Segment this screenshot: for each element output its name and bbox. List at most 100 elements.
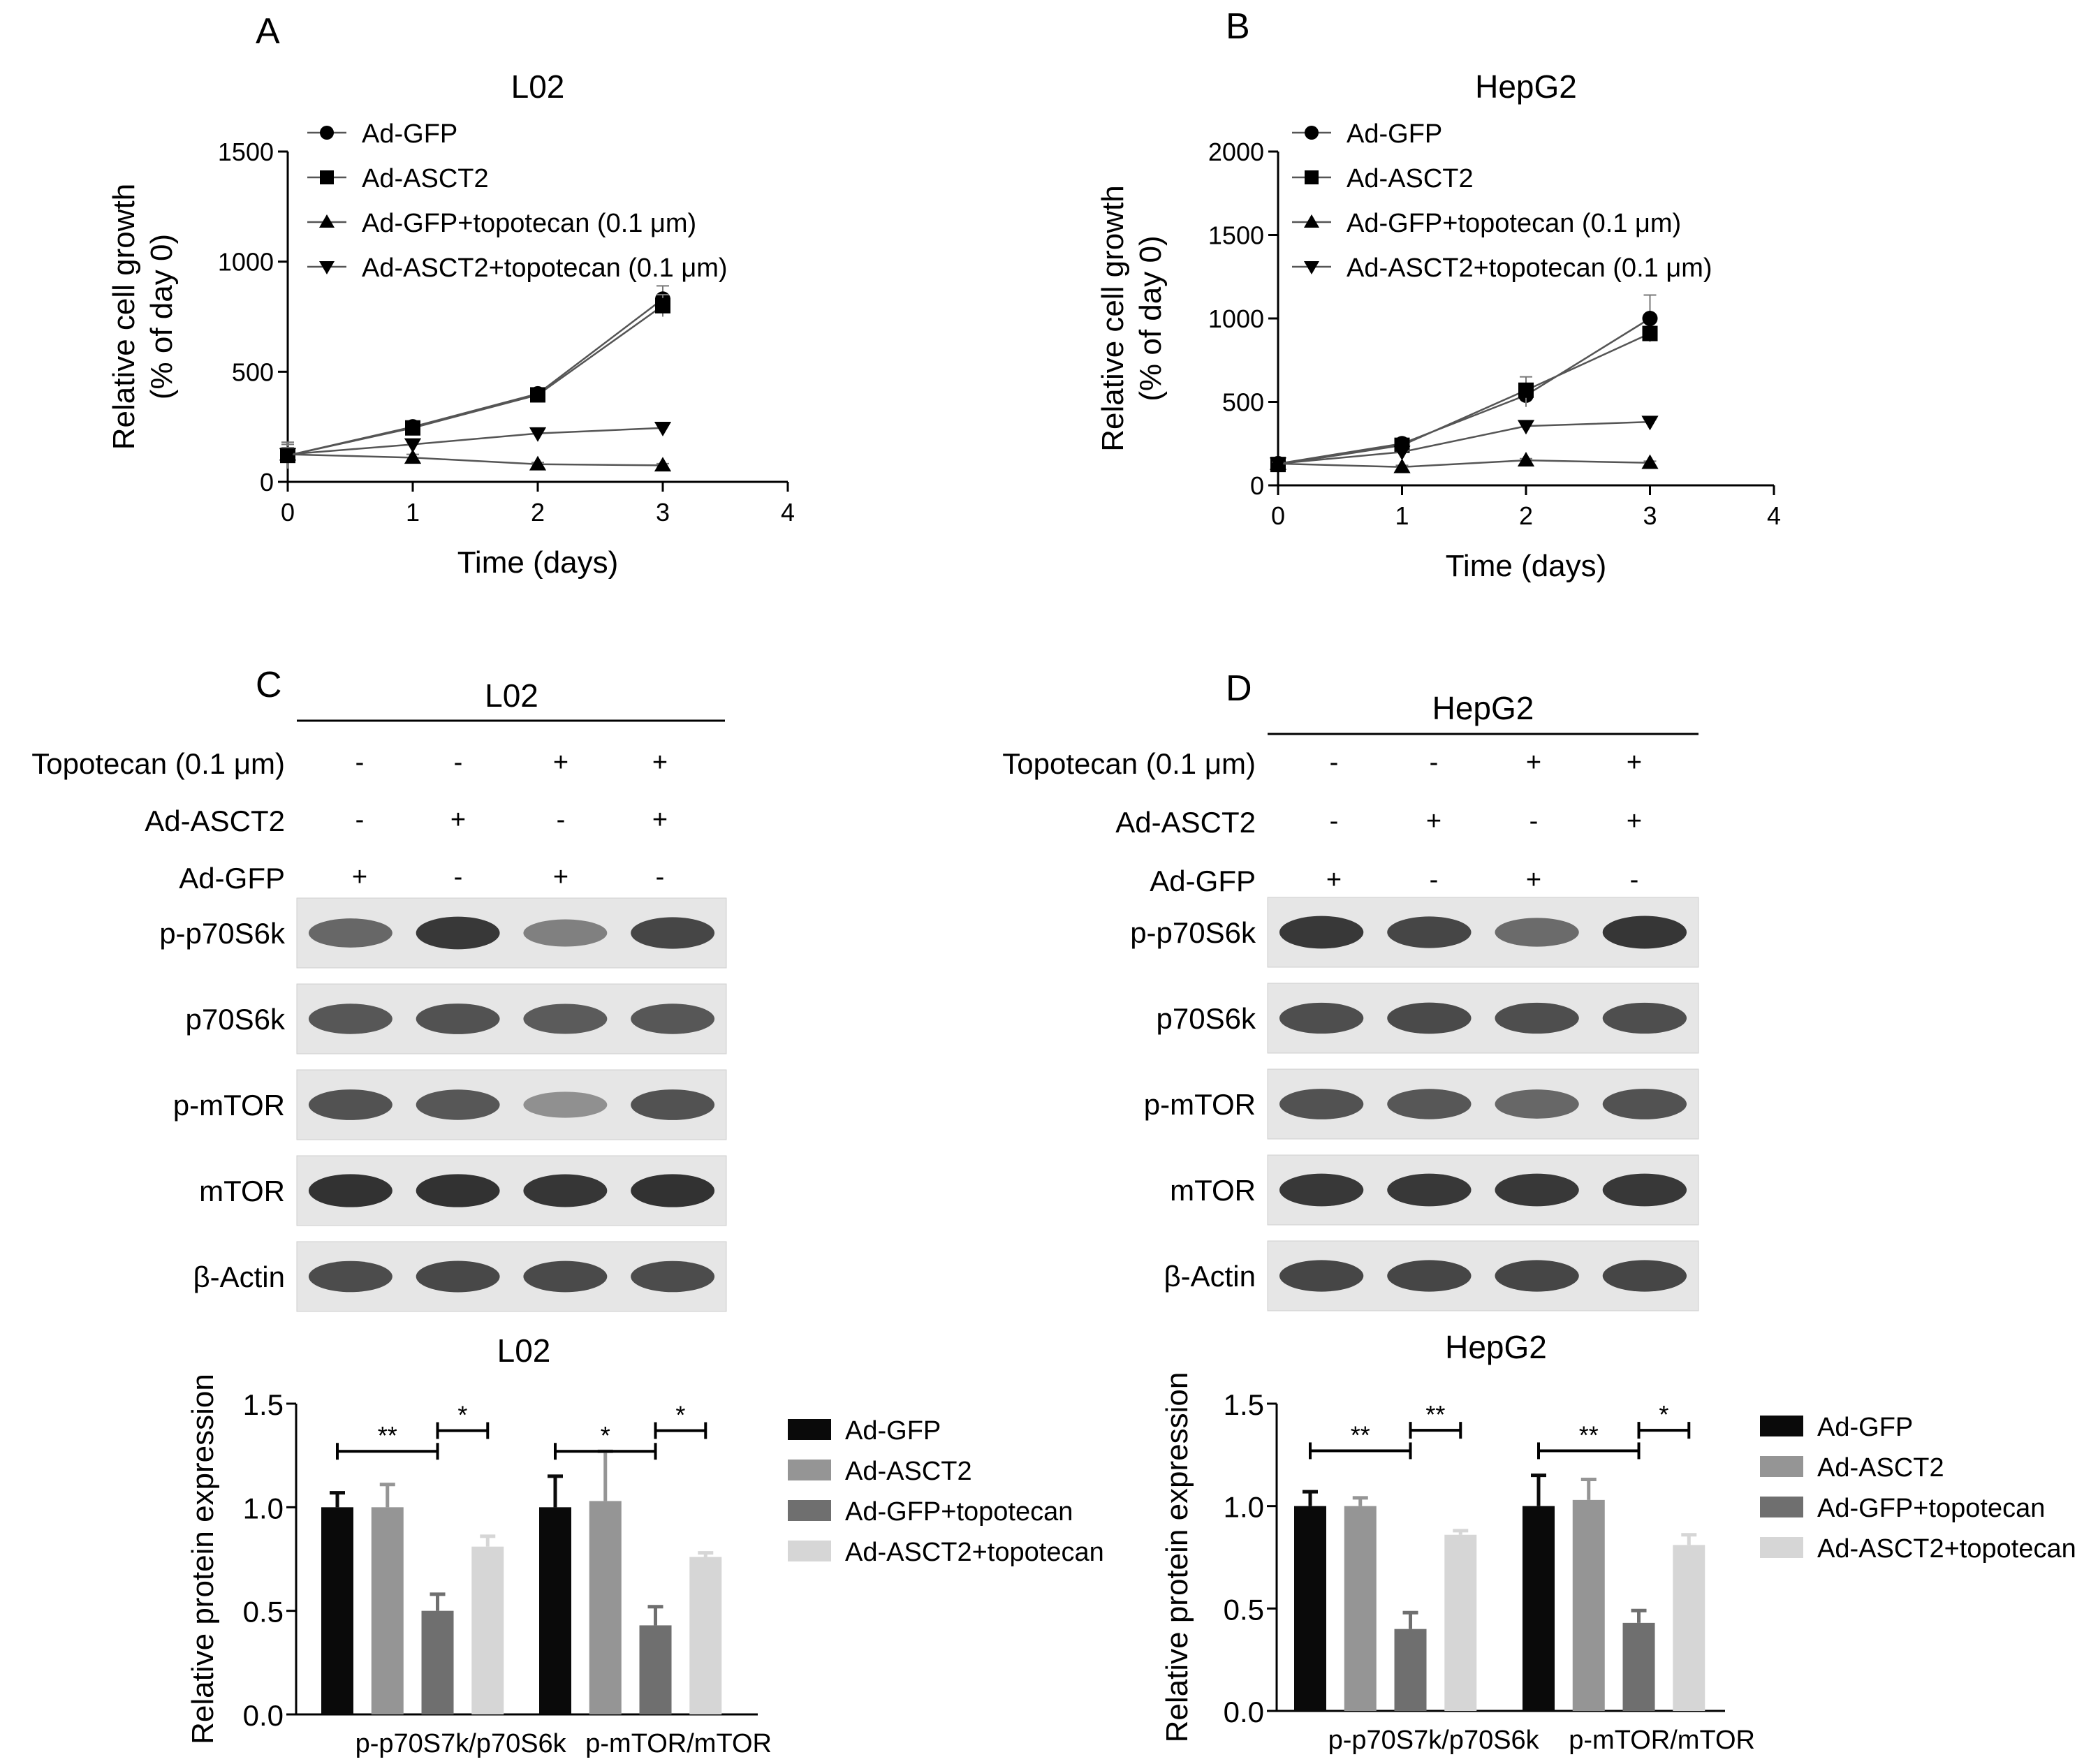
y-axis-label: Relative protein expression (186, 1374, 220, 1744)
protein-band (523, 1260, 608, 1293)
legend-marker (1305, 170, 1319, 184)
protein-label: mTOR (199, 1175, 285, 1207)
y-tick-label: 0.5 (1224, 1593, 1264, 1626)
protein-label: p70S6k (1157, 1002, 1256, 1035)
protein-band (631, 1004, 715, 1034)
data-point (1518, 382, 1534, 398)
bar (1394, 1629, 1427, 1711)
legend-swatch (1760, 1456, 1803, 1477)
protein-label: p-mTOR (1144, 1088, 1256, 1121)
series-line (287, 427, 663, 455)
y-tick-label: 1000 (1208, 304, 1264, 333)
protein-band (631, 917, 715, 949)
y-axis-label-line: (% of day 0) (1133, 235, 1168, 401)
legend-marker (1305, 126, 1319, 140)
bar (1344, 1506, 1377, 1711)
y-tick-label: 500 (232, 358, 274, 386)
legend-marker (319, 214, 335, 228)
treatment-sign: + (652, 805, 668, 835)
data-point (1517, 420, 1535, 435)
legend-marker (1304, 214, 1319, 228)
protein-band (416, 1089, 500, 1120)
treatment-sign: - (1630, 865, 1639, 895)
treatment-sign: - (1430, 865, 1439, 895)
line-chart-a: L02 0 500 1000 1500 0 1 2 3 4 Time (days) Relative … (107, 68, 795, 580)
protein-band (308, 1174, 392, 1207)
x-tick-label: 0 (281, 498, 295, 527)
y-tick-label: 1500 (1208, 221, 1264, 250)
legend-marker (319, 261, 335, 274)
y-tick-label: 1000 (218, 248, 274, 277)
protein-band (416, 1004, 500, 1034)
treatment-label: Topotecan (0.1 μm) (31, 747, 285, 780)
treatment-sign: + (1627, 807, 1642, 836)
protein-band (1279, 1260, 1364, 1292)
treatment-sign: - (1430, 748, 1439, 777)
treatment-label: Ad-ASCT2 (1115, 806, 1256, 839)
protein-label: p-p70S6k (159, 917, 286, 950)
protein-band (1387, 1089, 1472, 1119)
significance-label: * (675, 1401, 685, 1429)
protein-band (1495, 1173, 1579, 1207)
bar (371, 1507, 404, 1714)
treatment-sign: + (1426, 807, 1441, 836)
protein-band (308, 1089, 392, 1120)
data-point (405, 420, 420, 436)
treatment-sign: + (1326, 865, 1342, 895)
legend-label: Ad-ASCT2+topotecan (0.1 μm) (362, 253, 728, 283)
legend-label: Ad-ASCT2 (1347, 164, 1474, 193)
x-tick-label: 4 (781, 498, 795, 527)
protein-band (1279, 916, 1364, 949)
series-line (287, 298, 663, 457)
legend-marker (320, 170, 334, 184)
legend-label: Ad-GFP+topotecan (0.1 μm) (1347, 209, 1681, 238)
legend-label: Ad-ASCT2 (845, 1457, 972, 1486)
protein-band (631, 1260, 715, 1293)
x-tick-label: 3 (656, 498, 670, 527)
treatment-sign: + (352, 862, 367, 892)
series-line (1277, 317, 1651, 465)
data-point (404, 438, 422, 453)
y-tick-label: 2000 (1208, 138, 1264, 166)
protein-band (1387, 1173, 1472, 1207)
significance-label: ** (1579, 1420, 1599, 1449)
legend-label: Ad-ASCT2+topotecan (1817, 1534, 2076, 1564)
bar-chart-d: HepG2 0.0 0.5 1.0 1.5 Relative protein expres… (1160, 1329, 2076, 1755)
category-label: p-mTOR/mTOR (585, 1729, 772, 1758)
treatment-sign: - (557, 805, 566, 835)
legend-swatch (788, 1419, 831, 1440)
protein-band (308, 1004, 392, 1034)
bar (1444, 1534, 1477, 1711)
y-axis-label: Relative protein expression (1160, 1372, 1194, 1743)
y-tick-label: 1500 (218, 138, 274, 166)
data-point (1393, 458, 1411, 473)
protein-band (1387, 1260, 1472, 1292)
panel-label-c: C (256, 665, 282, 705)
protein-band (1495, 918, 1579, 947)
legend-swatch (1760, 1497, 1803, 1517)
legend-label: Ad-GFP (1817, 1413, 1913, 1442)
bar (689, 1557, 722, 1714)
data-point (654, 421, 672, 436)
data-point (1269, 457, 1287, 473)
bar (639, 1625, 672, 1714)
blot-cell-line: L02 (485, 677, 538, 714)
y-tick-label: 1.5 (1224, 1388, 1264, 1421)
x-tick-label: 0 (1271, 501, 1285, 530)
protein-band (1495, 1089, 1579, 1119)
panel-label-a: A (256, 11, 280, 52)
data-point (1642, 311, 1658, 326)
treatment-sign: - (1330, 748, 1339, 777)
legend-label: Ad-ASCT2 (362, 164, 489, 193)
treatment-sign: + (652, 748, 668, 777)
treatment-sign: + (553, 862, 568, 892)
bar-chart-c: L02 0.0 0.5 1.0 1.5 Relative protein expressi… (186, 1332, 1104, 1758)
protein-band (523, 919, 608, 947)
y-tick-label: 0.0 (243, 1699, 284, 1732)
y-tick-label: 0.0 (1224, 1696, 1264, 1728)
treatment-sign: + (553, 748, 568, 777)
y-tick-label: 1.0 (243, 1492, 284, 1524)
significance-label: * (601, 1421, 610, 1450)
legend-label: Ad-GFP (362, 119, 457, 149)
protein-band (416, 1260, 500, 1293)
